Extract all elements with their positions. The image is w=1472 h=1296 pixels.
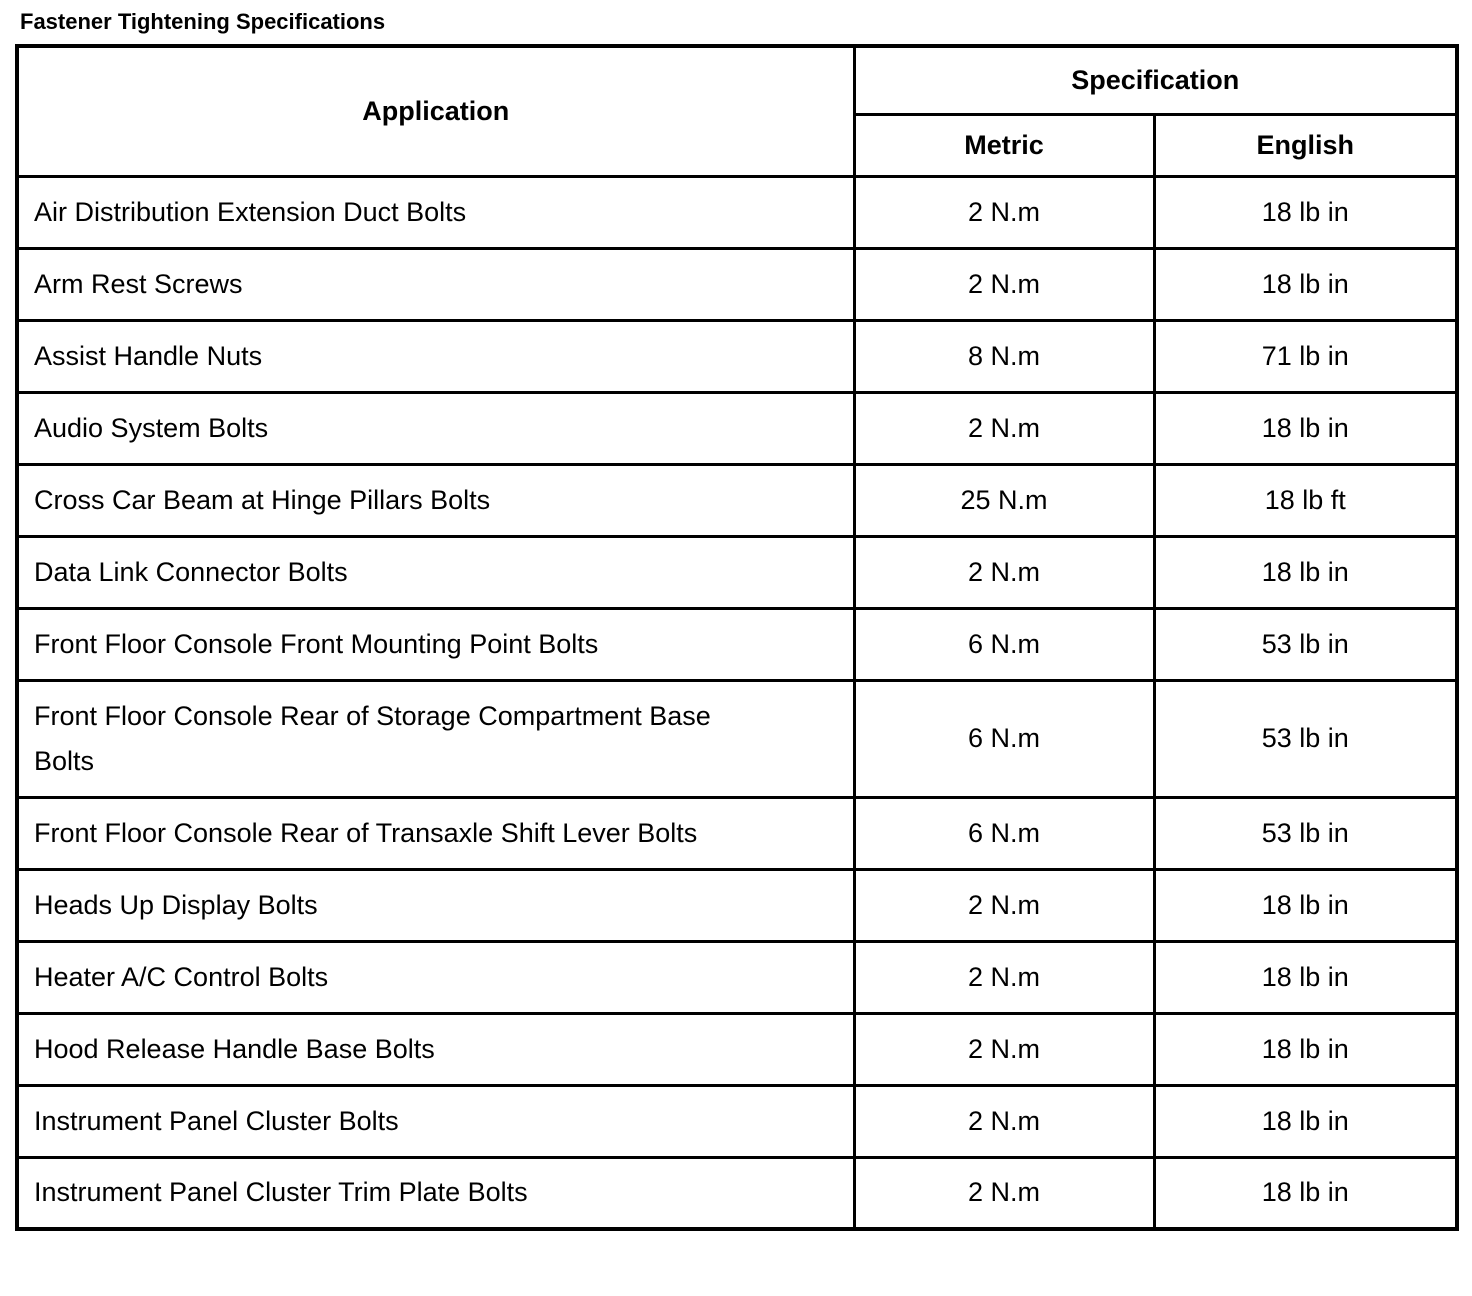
table-row: Data Link Connector Bolts 2 N.m 18 lb in — [15, 534, 1459, 610]
application-cell: Heater A/C Control Bolts — [15, 939, 856, 1015]
application-cell: Front Floor Console Rear of Transaxle Sh… — [15, 795, 856, 871]
english-cell: 18 lb in — [1152, 867, 1459, 943]
metric-cell: 8 N.m — [852, 318, 1156, 394]
metric-cell: 2 N.m — [852, 1083, 1156, 1159]
metric-cell: 2 N.m — [852, 939, 1156, 1015]
column-header-english: English — [1152, 112, 1459, 178]
metric-cell: 2 N.m — [852, 246, 1156, 322]
metric-cell: 2 N.m — [852, 867, 1156, 943]
table-row: Instrument Panel Cluster Trim Plate Bolt… — [15, 1155, 1459, 1231]
metric-cell: 2 N.m — [852, 390, 1156, 466]
fastener-spec-table: Application Specification Metric English… — [15, 44, 1460, 1231]
table-row: Instrument Panel Cluster Bolts 2 N.m 18 … — [15, 1083, 1459, 1159]
english-cell: 18 lb in — [1152, 390, 1459, 466]
header-row-units: Metric English — [17, 112, 1459, 178]
table-row: Heater A/C Control Bolts 2 N.m 18 lb in — [15, 939, 1459, 1015]
application-cell: Data Link Connector Bolts — [15, 534, 856, 610]
english-cell: 71 lb in — [1152, 318, 1459, 394]
application-cell: Instrument Panel Cluster Trim Plate Bolt… — [15, 1155, 856, 1231]
metric-cell: 6 N.m — [852, 678, 1156, 799]
application-cell: Instrument Panel Cluster Bolts — [15, 1083, 856, 1159]
table-row: Heads Up Display Bolts 2 N.m 18 lb in — [15, 867, 1459, 943]
column-header-specification: Specification — [852, 44, 1459, 116]
english-cell: 18 lb in — [1152, 1155, 1459, 1231]
metric-cell: 2 N.m — [852, 534, 1156, 610]
english-cell: 53 lb in — [1152, 795, 1459, 871]
english-cell: 18 lb in — [1152, 246, 1459, 322]
table-row: Air Distribution Extension Duct Bolts 2 … — [15, 174, 1459, 250]
table-row: Arm Rest Screws 2 N.m 18 lb in — [15, 246, 1459, 322]
english-cell: 53 lb in — [1152, 606, 1459, 682]
english-cell: 53 lb in — [1152, 678, 1459, 799]
table-row: Front Floor Console Rear of Storage Comp… — [15, 678, 1459, 799]
application-cell: Arm Rest Screws — [15, 246, 856, 322]
metric-cell: 25 N.m — [852, 462, 1156, 538]
table-row: Cross Car Beam at Hinge Pillars Bolts 25… — [15, 462, 1459, 538]
english-cell: 18 lb in — [1152, 174, 1459, 250]
column-header-metric: Metric — [852, 112, 1156, 178]
document-page: Fastener Tightening Specifications Appli… — [15, 9, 1460, 1231]
application-cell: Air Distribution Extension Duct Bolts — [15, 174, 856, 250]
application-cell: Assist Handle Nuts — [15, 318, 856, 394]
application-cell: Hood Release Handle Base Bolts — [15, 1011, 856, 1087]
english-cell: 18 lb in — [1152, 1083, 1459, 1159]
metric-cell: 2 N.m — [852, 1011, 1156, 1087]
metric-cell: 6 N.m — [852, 795, 1156, 871]
table-row: Assist Handle Nuts 8 N.m 71 lb in — [15, 318, 1459, 394]
english-cell: 18 lb ft — [1152, 462, 1459, 538]
header-row-specification: Application Specification — [15, 44, 1459, 178]
table-row: Front Floor Console Rear of Transaxle Sh… — [15, 795, 1459, 871]
column-header-application: Application — [15, 44, 856, 178]
english-cell: 18 lb in — [1152, 939, 1459, 1015]
application-cell: Cross Car Beam at Hinge Pillars Bolts — [15, 462, 856, 538]
page-title: Fastener Tightening Specifications — [20, 9, 386, 34]
application-cell: Front Floor Console Rear of Storage Comp… — [15, 678, 856, 799]
table-row: Hood Release Handle Base Bolts 2 N.m 18 … — [15, 1011, 1459, 1087]
metric-cell: 6 N.m — [852, 606, 1156, 682]
english-cell: 18 lb in — [1152, 534, 1459, 610]
application-cell: Front Floor Console Front Mounting Point… — [15, 606, 856, 682]
table-row: Audio System Bolts 2 N.m 18 lb in — [15, 390, 1459, 466]
metric-cell: 2 N.m — [852, 174, 1156, 250]
table-row: Front Floor Console Front Mounting Point… — [15, 606, 1459, 682]
metric-cell: 2 N.m — [852, 1155, 1156, 1231]
english-cell: 18 lb in — [1152, 1011, 1459, 1087]
application-cell: Audio System Bolts — [15, 390, 856, 466]
application-cell: Heads Up Display Bolts — [15, 867, 856, 943]
